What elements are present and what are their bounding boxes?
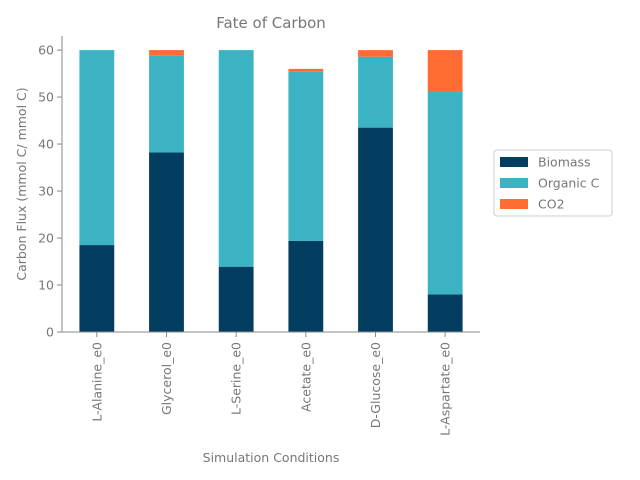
x-tick-label: L-Serine_e0: [229, 342, 244, 415]
x-tick-label: Acetate_e0: [298, 342, 313, 412]
x-tick-label: Glycerol_e0: [159, 342, 174, 415]
bar-biomass-3: [288, 240, 324, 332]
bar-co2-1: [149, 50, 184, 56]
y-tick-label: 0: [46, 325, 54, 340]
bar-co2-3: [288, 68, 324, 72]
y-ticks: 0 10 20 30 40 50 60: [38, 43, 62, 340]
y-axis-label: Carbon Flux (mmol C/ mmol C): [14, 87, 29, 280]
bar-biomass-5: [427, 294, 463, 332]
x-axis-label: Simulation Conditions: [203, 450, 340, 465]
bar-organic-c-3: [288, 71, 324, 241]
y-tick-label: 50: [38, 90, 54, 105]
x-ticks: L-Alanine_e0 Glycerol_e0 L-Serine_e0 Acetat…: [89, 332, 453, 436]
chart-title: Fate of Carbon: [216, 14, 326, 32]
bar-organic-c-0: [79, 50, 115, 246]
x-tick-label: D-Glucose_e0: [368, 342, 383, 428]
bar-biomass-1: [149, 152, 184, 332]
legend-label-co2: CO2: [538, 197, 565, 212]
bar-organic-c-5: [427, 91, 463, 295]
bar-co2-4: [358, 50, 393, 57]
bar-organic-c-1: [149, 55, 184, 153]
legend: Biomass Organic C CO2: [493, 149, 613, 217]
legend-swatch-organic-c: [500, 178, 528, 188]
bar-organic-c-2: [218, 50, 254, 267]
x-tick-label: L-Aspartate_e0: [438, 342, 453, 436]
y-tick-label: 40: [38, 137, 54, 152]
y-tick-label: 60: [38, 43, 54, 58]
bar-co2-5: [427, 50, 463, 92]
legend-swatch-co2: [500, 199, 528, 209]
legend-swatch-biomass: [500, 157, 528, 167]
y-tick-label: 10: [38, 278, 54, 293]
x-tick-label: L-Alanine_e0: [89, 342, 104, 422]
legend-label-biomass: Biomass: [538, 155, 591, 170]
bar-biomass-0: [79, 245, 115, 332]
bar-organic-c-4: [358, 56, 393, 128]
y-tick-label: 20: [38, 231, 54, 246]
bars-layer: [79, 50, 463, 333]
legend-label-organic-c: Organic C: [538, 176, 600, 191]
bar-biomass-4: [358, 127, 393, 333]
y-tick-label: 30: [38, 184, 54, 199]
bar-biomass-2: [218, 266, 254, 332]
